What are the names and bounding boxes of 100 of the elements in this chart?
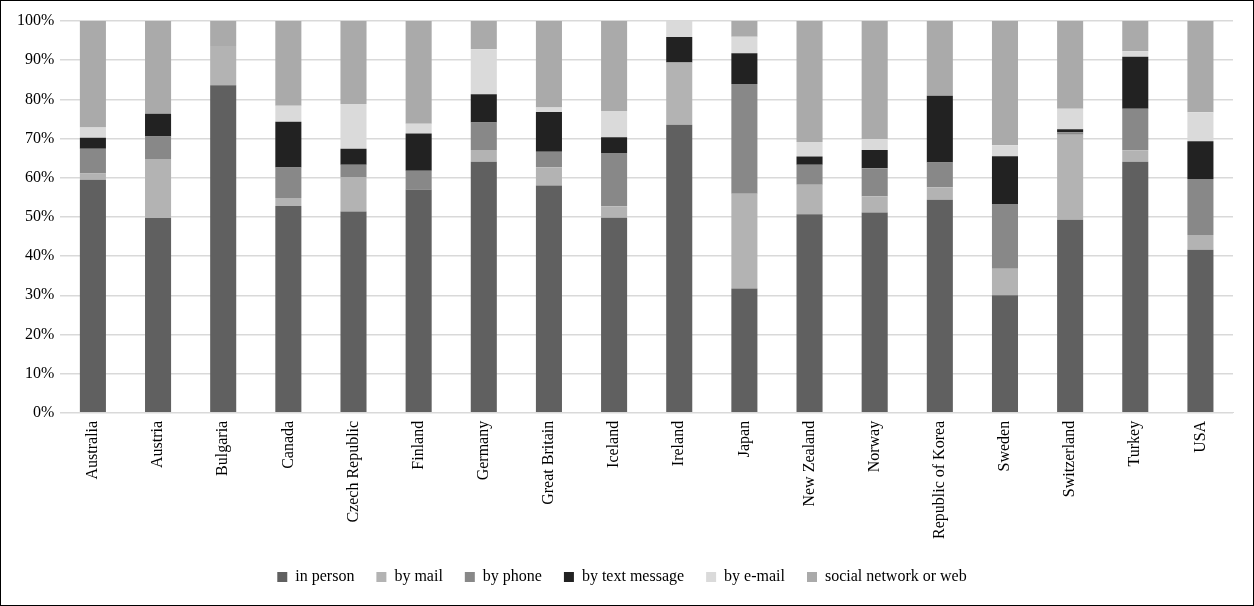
bar (666, 37, 693, 63)
x-tick-label: Germany (474, 420, 492, 481)
bar (405, 133, 432, 171)
bar (470, 94, 497, 123)
x-tick-label: Australia (83, 420, 101, 480)
bar (991, 268, 1019, 296)
x-tick-label: Japan (734, 420, 753, 458)
bar (1122, 51, 1149, 57)
bar (1057, 21, 1084, 109)
bar (731, 36, 758, 54)
x-tick-label: Finland (408, 420, 426, 470)
x-tick-label: Great Britain (539, 420, 557, 505)
bar (1122, 21, 1149, 52)
bar (79, 127, 106, 138)
bar (1122, 150, 1149, 162)
bar (405, 21, 432, 124)
bar (991, 156, 1019, 204)
bar (991, 21, 1019, 146)
bar (991, 145, 1019, 157)
bar (731, 193, 758, 289)
bar (275, 121, 302, 168)
bar (731, 84, 758, 194)
bar (79, 137, 106, 149)
bar (991, 203, 1019, 269)
bar (470, 149, 497, 162)
bar (340, 21, 367, 105)
y-tick-label: 90% (25, 50, 55, 68)
x-tick-label: New Zealand (799, 420, 817, 507)
y-tick-label: 30% (25, 285, 55, 303)
bar (275, 21, 302, 106)
bar (796, 21, 823, 143)
bar (535, 167, 562, 186)
bar (601, 21, 628, 112)
x-tick-label: Switzerland (1060, 420, 1078, 498)
bar (601, 111, 628, 138)
bar (861, 212, 888, 413)
x-tick-label: Canada (278, 420, 296, 469)
bar (796, 142, 823, 157)
bar (79, 179, 106, 413)
x-tick-label: Austria (148, 420, 166, 468)
bar (405, 170, 432, 190)
x-tick-label: Sweden (995, 420, 1013, 472)
bar (145, 136, 172, 159)
legend-label: by e-mail (724, 567, 786, 586)
y-tick-label: 0% (33, 403, 55, 421)
bar (666, 124, 693, 413)
bar (1122, 56, 1149, 109)
bar (1187, 21, 1214, 113)
bar (1187, 249, 1214, 413)
bar (470, 21, 497, 50)
bar (1187, 234, 1214, 250)
bar (535, 111, 562, 152)
x-tick-label: Turkey (1125, 420, 1144, 467)
legend-label: by phone (482, 567, 542, 586)
bar (861, 196, 888, 213)
bar (926, 187, 953, 200)
bar (145, 158, 172, 219)
bar (796, 164, 823, 185)
bar (796, 184, 823, 215)
bar (275, 205, 302, 413)
bar (340, 176, 367, 212)
x-tick-label: Czech Republic (343, 420, 362, 523)
legend-label: social network or web (824, 567, 967, 585)
bar (470, 122, 497, 150)
bar (340, 164, 367, 177)
bar (861, 168, 888, 197)
bar (145, 113, 172, 137)
y-tick-label: 10% (25, 363, 55, 381)
bar (79, 21, 106, 128)
bar (340, 148, 367, 165)
legend-label: by mail (394, 567, 444, 586)
bar (926, 95, 953, 163)
bar (991, 295, 1019, 413)
x-tick-label: Republic of Korea (930, 420, 949, 540)
x-tick-label: Norway (864, 420, 883, 473)
y-tick-label: 70% (25, 128, 55, 146)
bar (1057, 134, 1084, 220)
bar (535, 21, 562, 108)
bar (1057, 219, 1084, 413)
bar (1122, 108, 1149, 151)
bar (731, 53, 758, 85)
bar (1122, 161, 1149, 413)
bar (1187, 141, 1214, 179)
y-tick-label: 100% (17, 11, 55, 29)
x-tick-label: Bulgaria (213, 420, 232, 476)
bar (275, 167, 302, 199)
bar (926, 21, 953, 96)
bar (79, 173, 106, 180)
bar (405, 189, 432, 413)
bar (145, 218, 172, 413)
bar (601, 137, 628, 154)
bar (340, 211, 367, 413)
bar (1187, 178, 1214, 235)
bar (666, 62, 693, 125)
bar (535, 185, 562, 413)
bar (535, 107, 562, 112)
bar (861, 149, 888, 169)
bar (601, 153, 628, 207)
legend-label: by text message (581, 567, 685, 586)
bar (601, 206, 628, 218)
